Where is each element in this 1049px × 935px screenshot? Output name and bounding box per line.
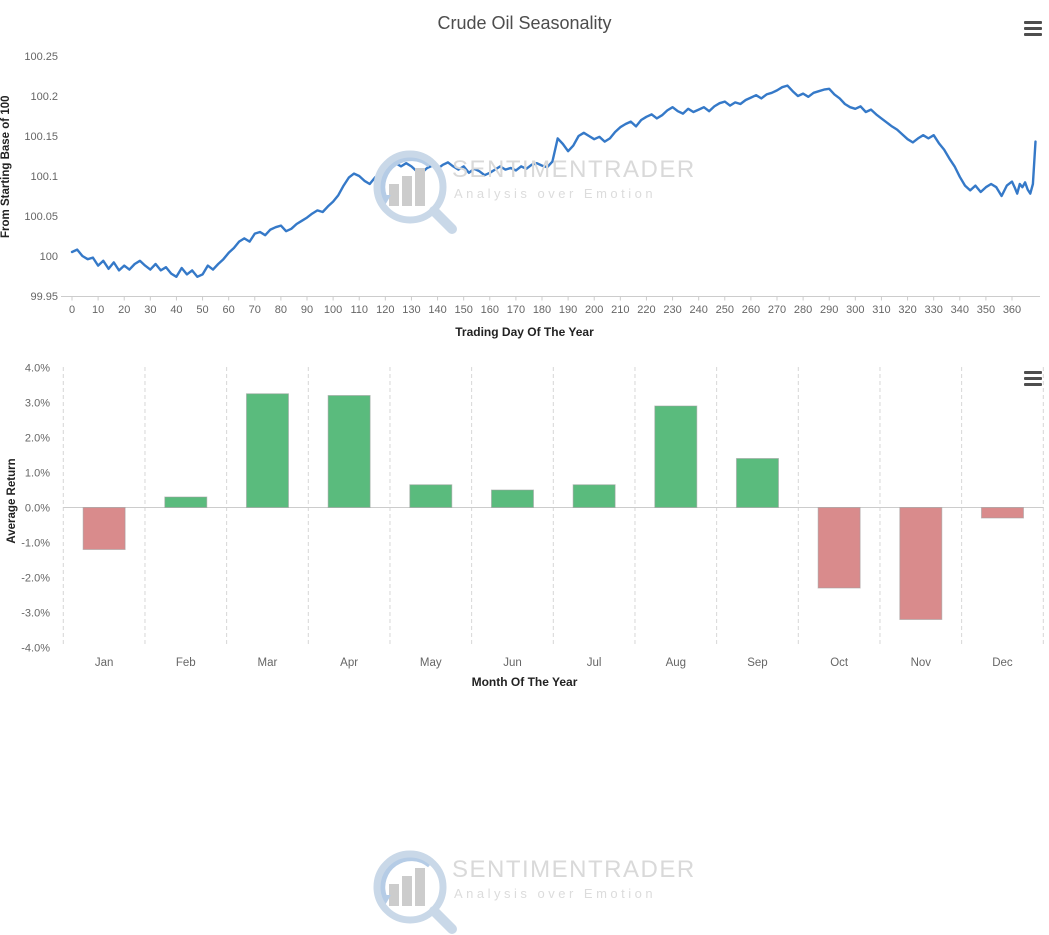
x-tick-label: 0 <box>69 304 75 316</box>
x-tick-label: 20 <box>118 304 130 316</box>
x-tick-label: 260 <box>742 304 760 316</box>
x-tick-label: 100 <box>324 304 342 316</box>
bar-jan-negative <box>82 507 126 550</box>
x-tick-label: Aug <box>666 657 686 669</box>
x-tick-label: 170 <box>507 304 525 316</box>
y-tick-label: 100.25 <box>24 51 58 63</box>
bar-aug-positive <box>654 405 698 508</box>
y-tick-label: -2.0% <box>21 573 50 585</box>
y-tick-label: 4.0% <box>25 363 50 375</box>
bar-jun-positive <box>490 489 534 508</box>
x-tick-label: Nov <box>911 657 932 669</box>
watermark-title: SENTIMENTRADER <box>452 856 696 883</box>
x-tick-label: 70 <box>249 304 261 316</box>
bar-sep-positive <box>735 458 779 508</box>
x-tick-label: 240 <box>689 304 707 316</box>
x-tick-label: 360 <box>1003 304 1021 316</box>
x-tick-label: 310 <box>872 304 890 316</box>
y-tick-label: -4.0% <box>21 643 50 655</box>
chart-title: Crude Oil Seasonality <box>437 13 612 33</box>
x-tick-label: Sep <box>747 657 767 669</box>
line-plot-area: 0 10 20 30 40 50 60 70 80 90 100 110 120 130 140 150 160… <box>24 51 1040 316</box>
y-tick-label: 100.15 <box>24 131 58 143</box>
bar-mar-positive <box>245 393 289 508</box>
x-tick-label: 280 <box>794 304 812 316</box>
x-tick-label: 130 <box>402 304 420 316</box>
x-tick-label: Feb <box>176 657 196 669</box>
x-tick-label: May <box>420 657 442 669</box>
x-tick-label: Jan <box>95 657 114 669</box>
x-tick-label: 230 <box>663 304 681 316</box>
x-tick-label: Jul <box>587 657 602 669</box>
x-tick-label: 300 <box>846 304 864 316</box>
x-tick-label: 330 <box>924 304 942 316</box>
x-axis-title: Trading Day Of The Year <box>455 325 594 339</box>
bar-oct-negative <box>817 507 861 589</box>
y-tick-label: 2.0% <box>25 433 50 445</box>
hamburger-menu-icon[interactable] <box>1024 21 1042 36</box>
x-tick-label: 220 <box>637 304 655 316</box>
hamburger-menu-icon[interactable] <box>1024 371 1042 386</box>
price-seasonality-chart: Crude Oil Seasonality From Starting Base… <box>0 0 1049 350</box>
bar-apr-positive <box>327 395 371 508</box>
x-tick-label: 150 <box>454 304 472 316</box>
magnifier-logo-icon <box>373 850 457 934</box>
x-tick-label: 340 <box>951 304 969 316</box>
x-tick-label: 210 <box>611 304 629 316</box>
x-tick-label: Apr <box>340 657 358 669</box>
x-tick-label: 290 <box>820 304 838 316</box>
x-tick-label: 60 <box>223 304 235 316</box>
x-tick-label: 30 <box>144 304 156 316</box>
x-tick-label: Mar <box>258 657 278 669</box>
bar-jul-positive <box>572 484 616 508</box>
bar-nov-negative <box>899 507 943 620</box>
x-tick-label: 80 <box>275 304 287 316</box>
y-tick-label: -3.0% <box>21 608 50 620</box>
y-tick-label: 0.0% <box>25 503 50 515</box>
bar-may-positive <box>409 484 453 508</box>
bar-dec-negative <box>980 507 1024 519</box>
x-tick-label: 160 <box>481 304 499 316</box>
seasonality-line-series <box>70 84 1037 278</box>
x-tick-label: 350 <box>977 304 995 316</box>
x-tick-label: 90 <box>301 304 313 316</box>
y-tick-label: 100.05 <box>24 211 58 223</box>
x-tick-label: Dec <box>992 657 1013 669</box>
x-tick-label: 190 <box>559 304 577 316</box>
x-tick-label: 140 <box>428 304 446 316</box>
watermark-subtitle: Analysis over Emotion <box>454 886 657 901</box>
x-tick-label: 10 <box>92 304 104 316</box>
y-tick-label: 100 <box>40 251 58 263</box>
y-tick-label: 100.2 <box>30 91 58 103</box>
y-tick-label: 1.0% <box>25 468 50 480</box>
x-tick-label: 250 <box>716 304 734 316</box>
x-tick-label: 110 <box>350 304 368 316</box>
x-tick-label: 270 <box>768 304 786 316</box>
x-tick-label: Oct <box>830 657 849 669</box>
y-tick-label: 100.1 <box>30 171 58 183</box>
x-tick-label: 120 <box>376 304 394 316</box>
monthly-return-chart: Average Return 4.0% 3.0% 2.0% 1.0% 0.0% -1.0%… <box>0 350 1049 934</box>
y-tick-label: -1.0% <box>21 538 50 550</box>
x-axis-title: Month Of The Year <box>471 675 578 689</box>
x-tick-label: 40 <box>170 304 182 316</box>
x-tick-label: 180 <box>533 304 551 316</box>
x-tick-label: 320 <box>898 304 916 316</box>
y-tick-label: 3.0% <box>25 398 50 410</box>
y-tick-label: 99.95 <box>30 291 58 303</box>
bar-plot-area: 4.0% 3.0% 2.0% 1.0% 0.0% -1.0% -2.0% -3.0% -4.0%… <box>21 363 1044 669</box>
x-tick-label: 50 <box>196 304 208 316</box>
x-tick-label: Jun <box>503 657 522 669</box>
bar-feb-positive <box>164 496 208 508</box>
x-tick-label: 200 <box>585 304 603 316</box>
